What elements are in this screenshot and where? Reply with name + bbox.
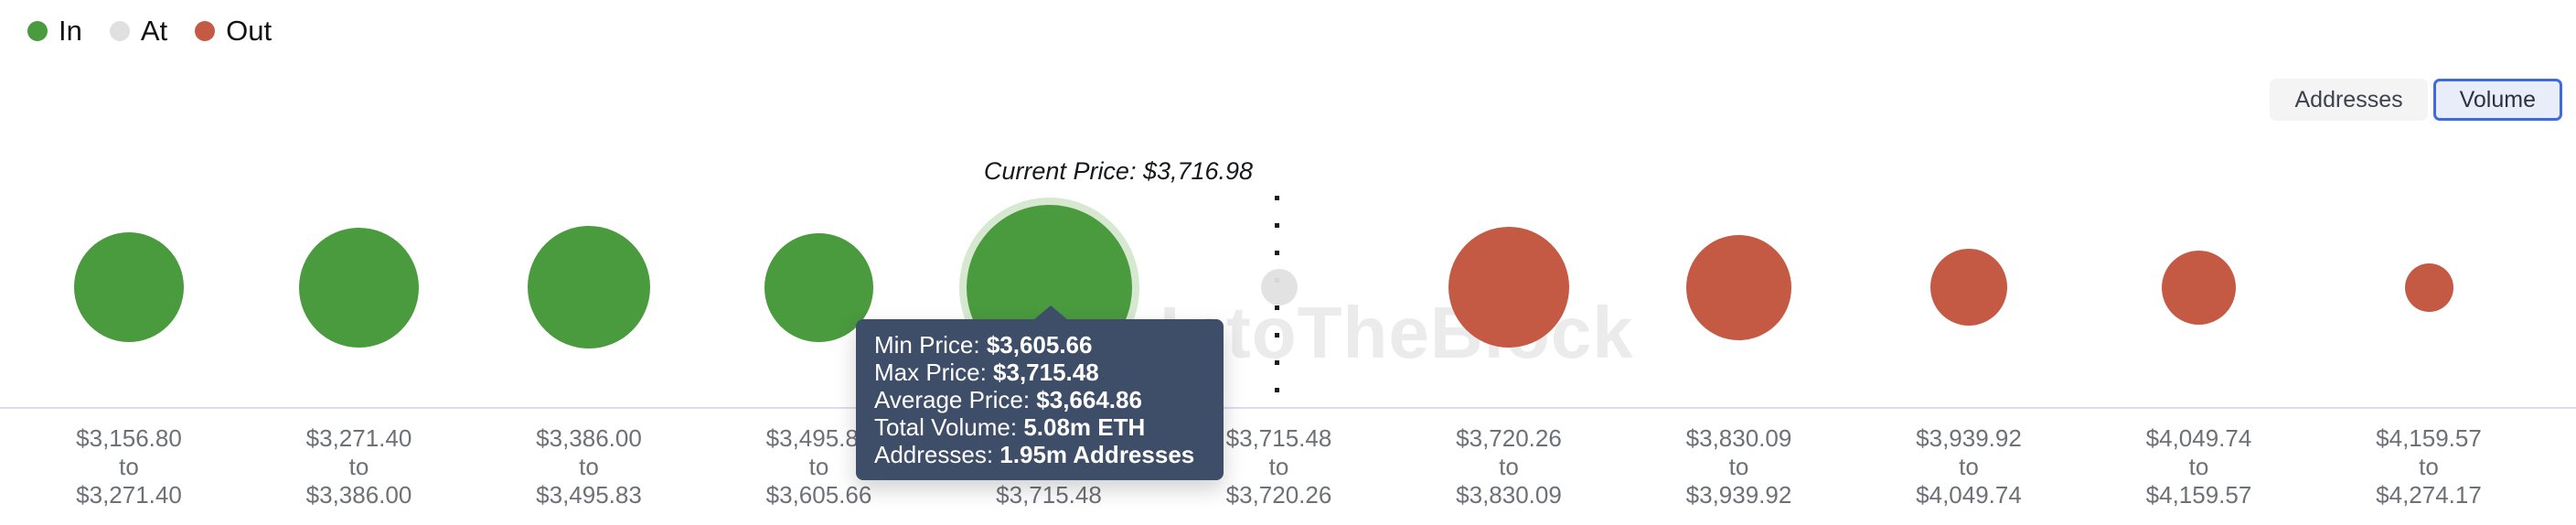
bubble-out[interactable]: [1930, 249, 2007, 326]
tooltip-average-price: Average Price: $3,664.86: [874, 386, 1142, 413]
legend-label-at: At: [140, 15, 168, 47]
x-axis-range-label: $3,715.48 to $3,720.26: [1225, 424, 1332, 509]
bubble-in[interactable]: [299, 227, 419, 348]
tooltip-total-volume: Total Volume: 5.08m ETH: [874, 413, 1146, 441]
x-axis-range-label: $3,386.00 to $3,495.83: [536, 424, 642, 509]
x-axis-range-label: $3,939.92 to $4,049.74: [1916, 424, 2022, 509]
tooltip-max-price: Max Price: $3,715.48: [874, 359, 1099, 386]
x-axis-range-label: $3,495.83 to $3,605.66: [765, 424, 872, 509]
legend-item-at[interactable]: At: [109, 15, 168, 48]
bubble-out[interactable]: [2162, 250, 2236, 325]
x-axis-range-label: $3,830.09 to $3,939.92: [1685, 424, 1792, 509]
x-axis-range-label: $3,156.80 to $3,271.40: [76, 424, 182, 509]
bubble-in[interactable]: [764, 232, 873, 342]
x-axis-range-label: $4,159.57 to $4,274.17: [2376, 424, 2482, 509]
x-axis-range-label: $3,720.26 to $3,830.09: [1456, 424, 1562, 509]
out-dot-icon: [195, 21, 216, 41]
bubble-at[interactable]: [1260, 269, 1298, 305]
x-axis-range-label: $3,271.40 to $3,386.00: [305, 424, 412, 509]
in-dot-icon: [27, 21, 48, 41]
addresses-button[interactable]: Addresses: [2270, 79, 2428, 121]
volume-button[interactable]: Volume: [2432, 79, 2562, 121]
legend-item-out[interactable]: Out: [195, 15, 272, 48]
legend: In At Out: [27, 15, 272, 48]
tooltip-addresses: Addresses: 1.95m Addresses: [874, 441, 1195, 468]
bubble-out[interactable]: [2404, 262, 2453, 312]
metric-toggle-group: Addresses Volume: [2270, 79, 2562, 121]
bubble-out[interactable]: [1686, 234, 1791, 340]
x-axis-line: [0, 407, 2576, 409]
at-dot-icon: [109, 21, 130, 41]
current-price-label: Current Price: $3,716.98: [983, 157, 1254, 185]
bubble-in[interactable]: [528, 226, 650, 348]
bubble-out[interactable]: [1448, 227, 1569, 348]
bubble-in[interactable]: [74, 232, 184, 342]
legend-label-in: In: [59, 15, 82, 47]
legend-label-out: Out: [226, 15, 273, 47]
tooltip: Min Price: $3,605.66 Max Price: $3,715.4…: [856, 305, 1224, 480]
x-axis-range-label: $4,049.74 to $4,159.57: [2145, 424, 2252, 509]
legend-item-in[interactable]: In: [27, 15, 82, 48]
tooltip-min-price: Min Price: $3,605.66: [874, 331, 1093, 359]
